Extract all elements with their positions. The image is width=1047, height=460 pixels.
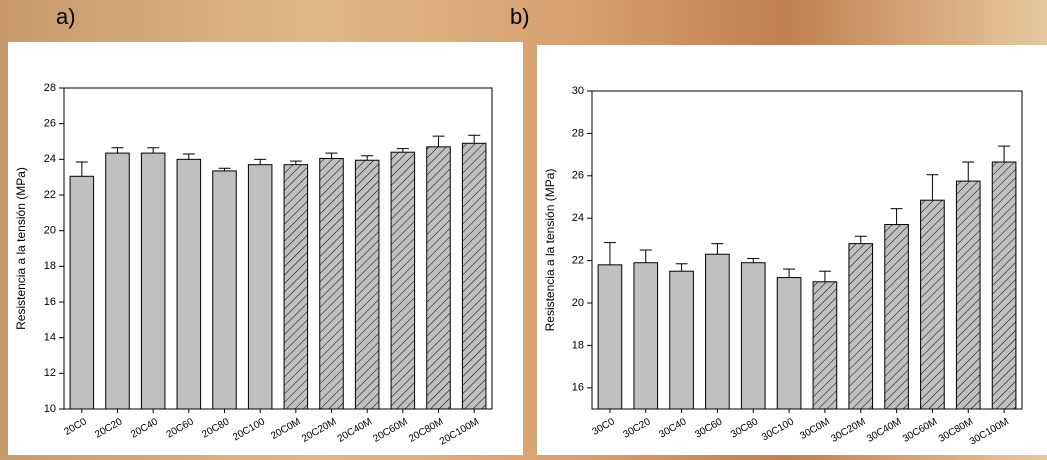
panel-label: a) bbox=[56, 4, 76, 29]
error-bar bbox=[218, 167, 231, 171]
x-tick-label: 30C0M bbox=[798, 416, 831, 442]
bar bbox=[461, 142, 487, 410]
y-tick-label: 24 bbox=[572, 212, 584, 224]
error-bar bbox=[468, 134, 481, 144]
bar bbox=[991, 161, 1017, 410]
y-tick-label: 22 bbox=[44, 189, 56, 201]
x-tick-label: 20C80 bbox=[200, 416, 231, 440]
error-bar bbox=[147, 147, 160, 154]
error-bar bbox=[818, 270, 831, 282]
bar bbox=[669, 270, 694, 410]
error-bar bbox=[254, 158, 267, 165]
y-tick-label: 24 bbox=[44, 153, 56, 165]
x-tick-label: 20C40M bbox=[336, 416, 374, 444]
bar bbox=[705, 253, 730, 410]
x-tick-label: 30C60M bbox=[901, 416, 939, 444]
error-bar bbox=[289, 160, 302, 165]
axes-frame bbox=[591, 90, 1023, 410]
bar bbox=[597, 264, 623, 410]
bar bbox=[920, 199, 945, 410]
y-axis-label: Resistencia a la tensión (MPa) bbox=[543, 169, 557, 332]
y-tick-label: 20 bbox=[44, 225, 56, 237]
chart: 10 12 14 16 18 20 22 24 26 28 Resistencia a la ten… bbox=[14, 82, 493, 448]
y-tick-label: 26 bbox=[572, 170, 584, 182]
y-tick-label: 30 bbox=[572, 85, 584, 97]
y-axis-label: Resistencia a la tensión (MPa) bbox=[14, 167, 28, 330]
x-tick-label: 20C0 bbox=[62, 416, 89, 438]
bar bbox=[633, 262, 659, 410]
bar bbox=[105, 152, 130, 410]
bar bbox=[247, 164, 273, 410]
bar bbox=[69, 175, 95, 410]
error-bar bbox=[890, 208, 903, 225]
bar bbox=[812, 281, 838, 410]
error-bar bbox=[998, 145, 1011, 163]
y-tick-label: 28 bbox=[44, 82, 56, 94]
bar bbox=[884, 224, 909, 410]
bar bbox=[212, 170, 237, 410]
bar bbox=[955, 180, 981, 410]
bar bbox=[283, 164, 309, 410]
y-tick-label: 20 bbox=[572, 297, 584, 309]
y-tick-label: 16 bbox=[572, 382, 584, 394]
panel-label: b) bbox=[510, 4, 530, 29]
error-bar bbox=[675, 263, 688, 272]
error-bar bbox=[396, 148, 409, 153]
error-bar bbox=[639, 249, 652, 263]
x-tick-label: 20C20M bbox=[300, 416, 338, 444]
error-bar bbox=[361, 155, 374, 161]
x-tick-label: 20C60 bbox=[165, 416, 196, 440]
error-bar bbox=[711, 243, 724, 255]
panel: 16 18 20 22 24 26 28 30 Resistencia a la tensión… bbox=[537, 45, 1047, 455]
y-tick-label: 26 bbox=[44, 118, 56, 130]
y-tick-label: 14 bbox=[44, 332, 56, 344]
x-tick-label: 20C0M bbox=[269, 416, 302, 442]
panel: 10 12 14 16 18 20 22 24 26 28 Resistencia a la ten… bbox=[8, 42, 523, 455]
y-tick-label: 28 bbox=[572, 127, 584, 139]
x-tick-label: 30C80 bbox=[729, 416, 760, 440]
x-tick-label: 20C60M bbox=[371, 416, 409, 444]
x-tick-label: 20C100M bbox=[438, 416, 481, 447]
bar bbox=[176, 158, 202, 410]
y-tick-label: 22 bbox=[572, 255, 584, 267]
error-bar bbox=[603, 242, 616, 265]
x-tick-label: 20C40 bbox=[129, 416, 160, 440]
error-bar bbox=[783, 268, 796, 278]
error-bar bbox=[325, 152, 338, 159]
x-tick-label: 30C0 bbox=[591, 416, 618, 438]
bar bbox=[848, 243, 874, 410]
bar bbox=[354, 159, 380, 410]
y-tick-label: 16 bbox=[44, 296, 56, 308]
x-tick-label: 20C100 bbox=[231, 416, 267, 443]
error-bar bbox=[926, 174, 939, 201]
x-tick-label: 30C60 bbox=[693, 416, 724, 440]
bar bbox=[740, 262, 766, 410]
x-tick-label: 30C100M bbox=[968, 416, 1011, 447]
y-tick-label: 10 bbox=[44, 403, 56, 415]
error-bar bbox=[432, 135, 445, 147]
y-tick-label: 18 bbox=[44, 260, 56, 272]
x-tick-label: 30C100 bbox=[760, 416, 796, 443]
bar bbox=[140, 152, 166, 410]
bar bbox=[426, 146, 451, 410]
x-tick-label: 30C20M bbox=[829, 416, 867, 444]
axes-frame bbox=[63, 87, 493, 410]
chart: 16 18 20 22 24 26 28 30 Resistencia a la tensión… bbox=[543, 85, 1023, 448]
bar bbox=[319, 157, 344, 410]
error-bar bbox=[182, 153, 195, 160]
y-tick-label: 18 bbox=[572, 339, 584, 351]
x-tick-label: 30C40 bbox=[657, 416, 688, 440]
bar bbox=[776, 277, 802, 410]
error-bar bbox=[962, 161, 975, 182]
error-bar bbox=[111, 147, 124, 154]
x-tick-label: 20C20 bbox=[93, 416, 124, 440]
y-tick-label: 12 bbox=[44, 367, 56, 379]
x-tick-label: 30C40M bbox=[865, 416, 903, 444]
bar bbox=[390, 151, 416, 410]
error-bar bbox=[854, 235, 867, 244]
x-tick-label: 30C20 bbox=[622, 416, 653, 440]
error-bar bbox=[75, 161, 88, 177]
error-bar bbox=[747, 257, 760, 263]
